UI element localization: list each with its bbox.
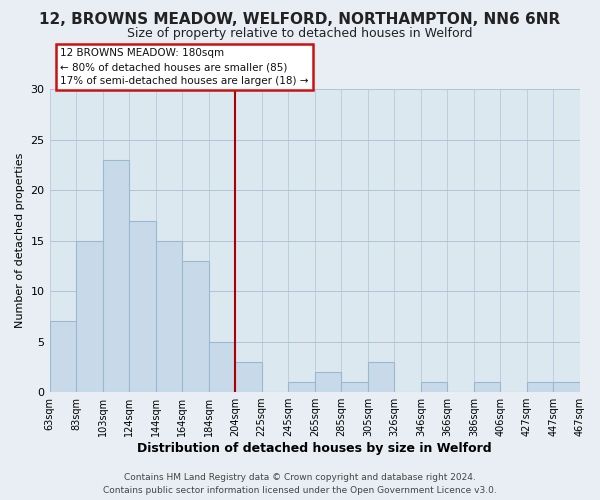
Bar <box>129 220 155 392</box>
Bar <box>527 382 553 392</box>
Text: 12 BROWNS MEADOW: 180sqm
← 80% of detached houses are smaller (85)
17% of semi-d: 12 BROWNS MEADOW: 180sqm ← 80% of detach… <box>60 48 308 86</box>
Bar <box>50 322 76 392</box>
Bar <box>553 382 580 392</box>
Bar <box>182 261 209 392</box>
Text: 12, BROWNS MEADOW, WELFORD, NORTHAMPTON, NN6 6NR: 12, BROWNS MEADOW, WELFORD, NORTHAMPTON,… <box>40 12 560 28</box>
Bar <box>421 382 448 392</box>
Bar <box>341 382 368 392</box>
Bar <box>235 362 262 392</box>
Bar <box>209 342 235 392</box>
Text: Contains HM Land Registry data © Crown copyright and database right 2024.
Contai: Contains HM Land Registry data © Crown c… <box>103 474 497 495</box>
Bar <box>103 160 129 392</box>
Bar <box>288 382 315 392</box>
Bar <box>155 240 182 392</box>
Bar <box>315 372 341 392</box>
Y-axis label: Number of detached properties: Number of detached properties <box>15 153 25 328</box>
Text: Size of property relative to detached houses in Welford: Size of property relative to detached ho… <box>127 28 473 40</box>
X-axis label: Distribution of detached houses by size in Welford: Distribution of detached houses by size … <box>137 442 492 455</box>
Bar <box>76 240 103 392</box>
Bar <box>368 362 394 392</box>
Bar <box>474 382 500 392</box>
